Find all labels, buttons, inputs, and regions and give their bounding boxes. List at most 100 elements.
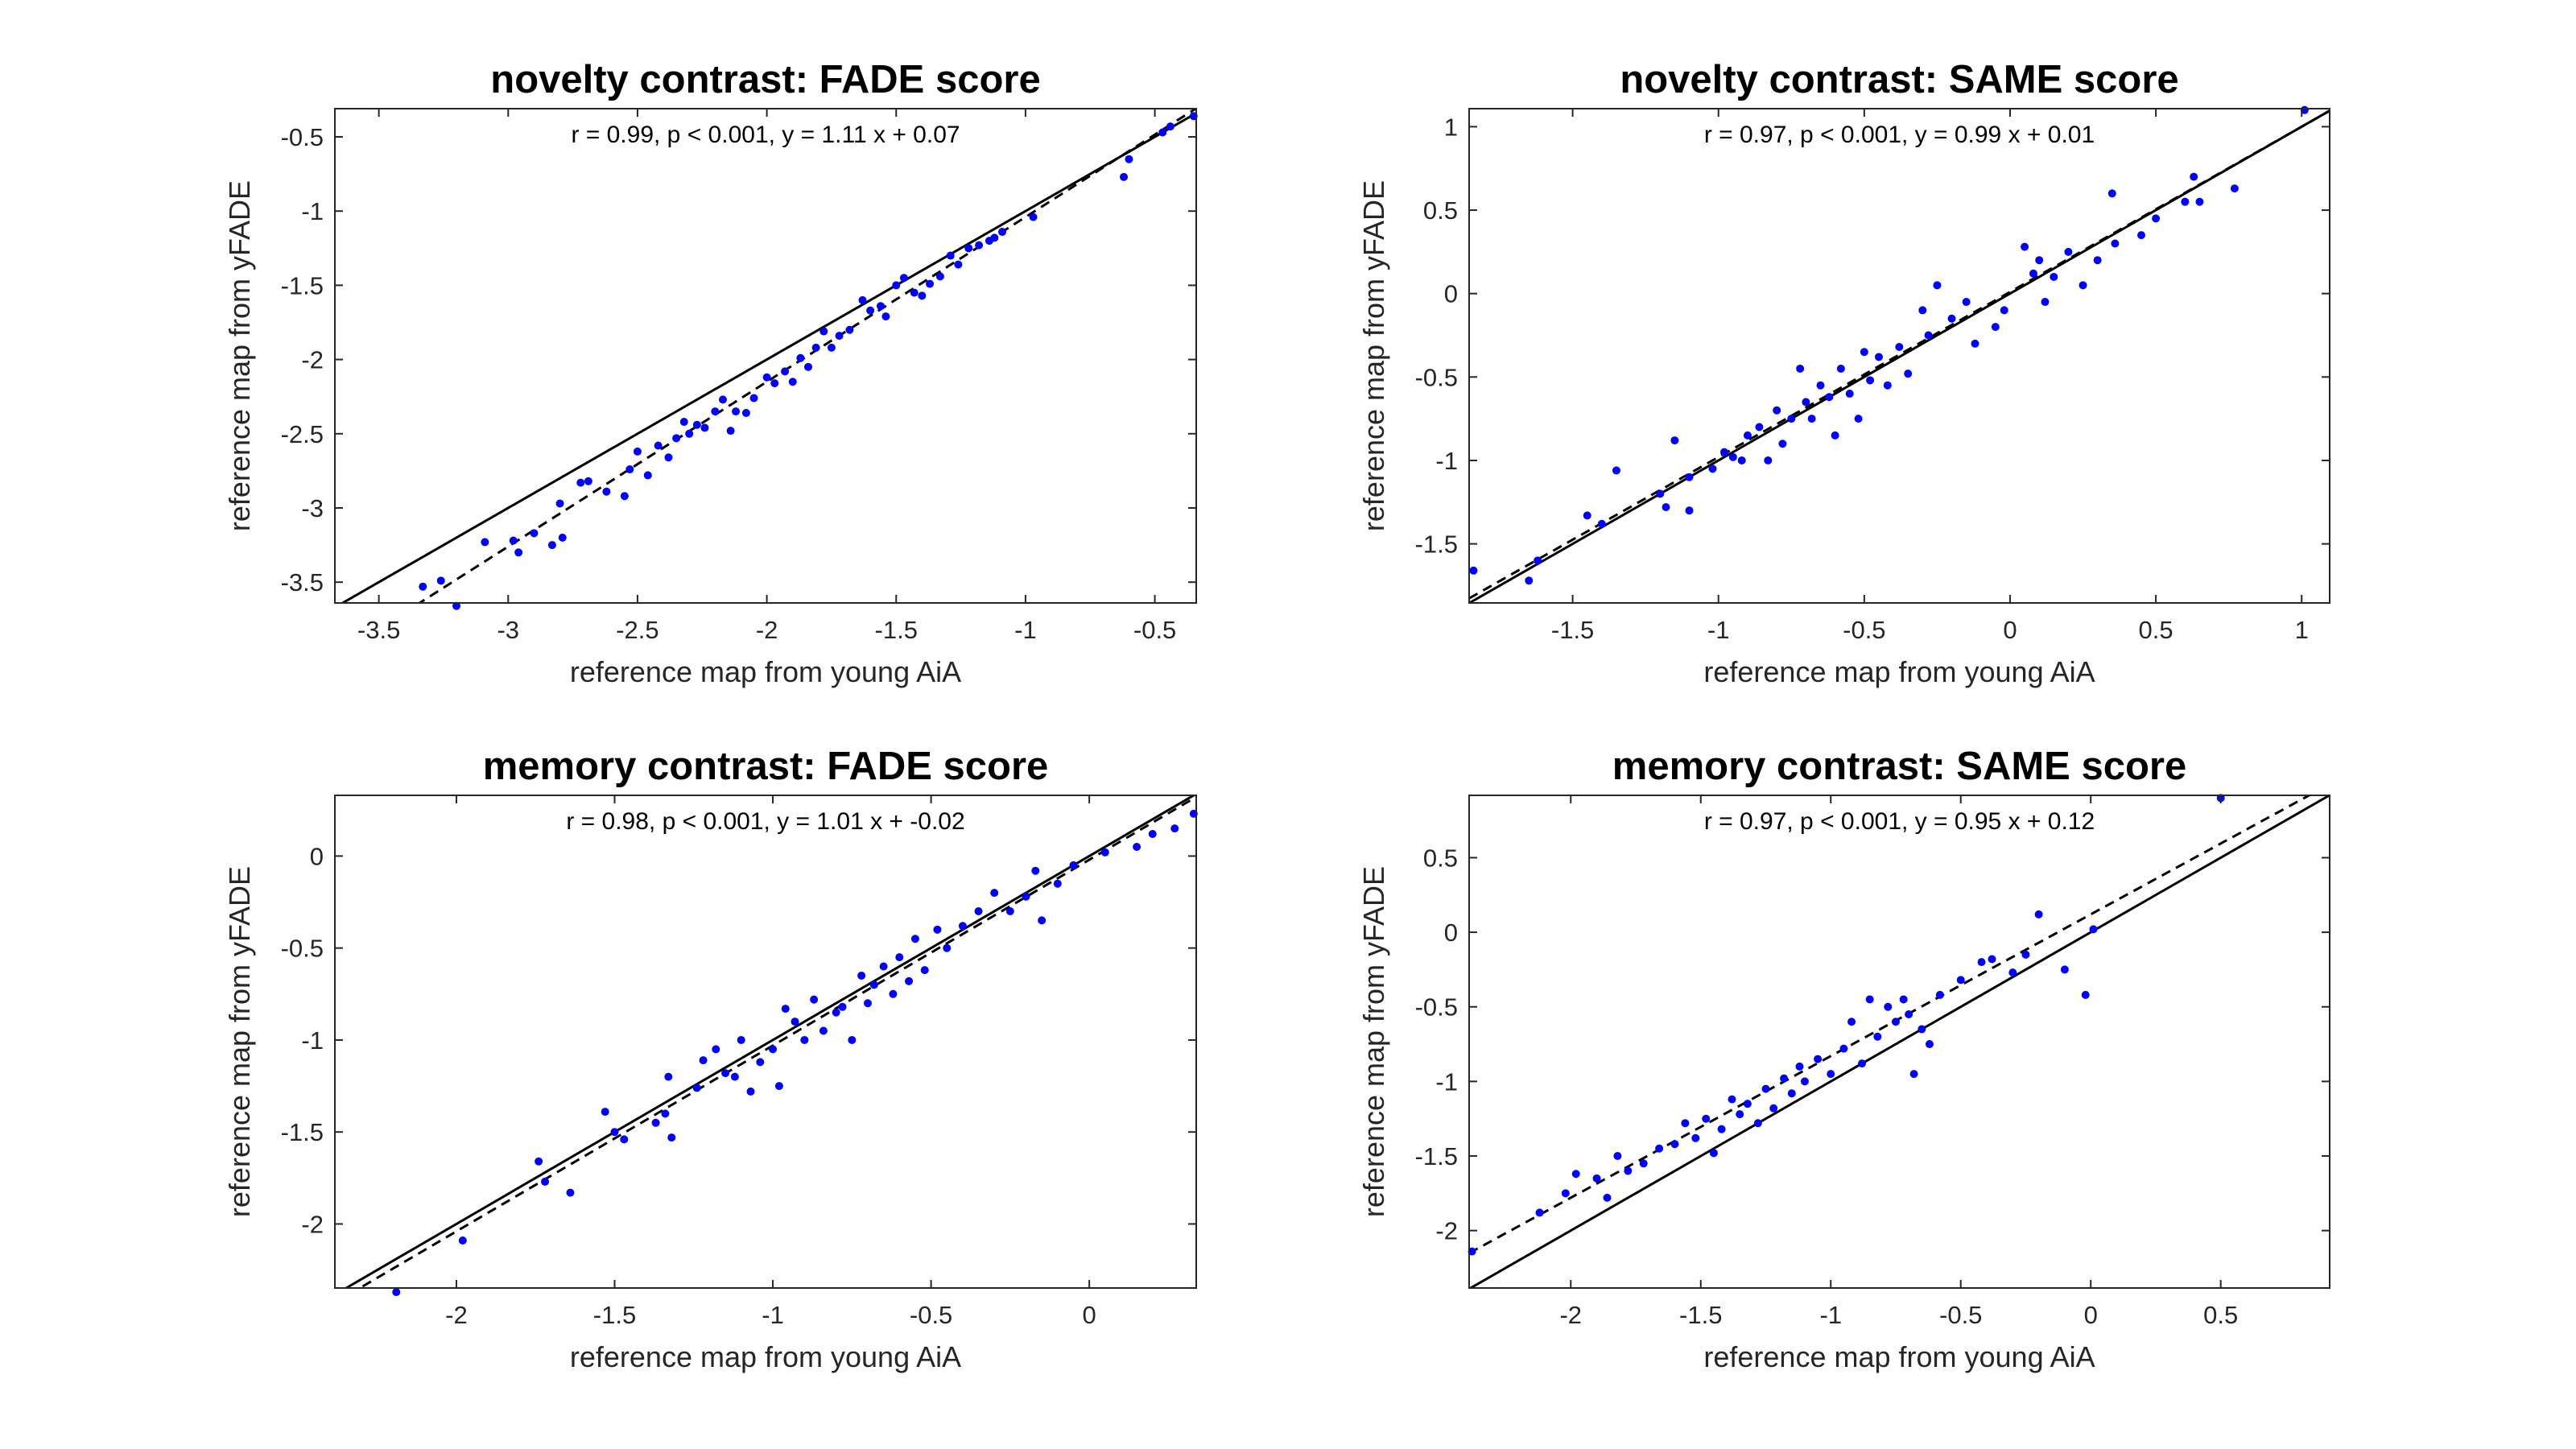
x-tick-label: 1 xyxy=(2295,616,2309,644)
data-point xyxy=(1925,1040,1934,1049)
data-point xyxy=(810,995,819,1004)
data-point xyxy=(664,453,673,462)
y-tick-label: -1 xyxy=(301,197,324,225)
data-point xyxy=(946,251,955,260)
data-point xyxy=(1662,503,1670,512)
data-point xyxy=(741,408,750,417)
x-tick-label: -0.5 xyxy=(910,1301,952,1329)
data-point xyxy=(1583,511,1591,520)
data-point xyxy=(1904,369,1913,378)
data-point xyxy=(1918,1025,1926,1034)
data-point xyxy=(1737,456,1746,464)
data-point xyxy=(2195,197,2204,206)
y-tick-label: 0 xyxy=(1444,280,1458,308)
data-point xyxy=(1816,381,1825,390)
data-point xyxy=(958,922,967,931)
axes-box xyxy=(1468,795,2330,1289)
data-point xyxy=(1988,955,1996,964)
data-point xyxy=(1691,1133,1700,1142)
data-point xyxy=(1854,415,1863,423)
data-point xyxy=(1839,1044,1848,1053)
annotation: r = 0.97, p < 0.001, y = 0.95 x + 0.12 xyxy=(1704,808,2095,835)
data-point xyxy=(869,980,878,989)
data-point xyxy=(1847,1018,1856,1026)
data-point xyxy=(1753,1119,1762,1128)
data-point xyxy=(732,407,741,416)
data-point xyxy=(530,529,539,538)
data-point xyxy=(2060,965,2069,974)
data-point xyxy=(651,1118,660,1127)
x-tick-label: -1.5 xyxy=(875,616,918,644)
x-tick-label: 0 xyxy=(1083,1301,1096,1329)
y-tick-label: -2 xyxy=(301,1210,324,1238)
data-point xyxy=(2041,298,2050,307)
y-tick-label: -0.5 xyxy=(281,935,324,963)
x-tick-label: -0.5 xyxy=(1133,616,1176,644)
data-point xyxy=(1469,566,1478,575)
data-point xyxy=(2181,197,2190,206)
data-point xyxy=(876,302,885,311)
data-point xyxy=(1170,824,1179,833)
data-point xyxy=(857,971,866,980)
data-point xyxy=(863,999,872,1008)
data-point xyxy=(667,1133,676,1142)
y-tick-label: 1 xyxy=(1444,113,1458,141)
data-point xyxy=(1166,122,1174,131)
data-point xyxy=(1708,464,1717,473)
data-point xyxy=(737,1035,745,1044)
data-point xyxy=(1935,990,1944,999)
data-point xyxy=(1884,1002,1893,1011)
data-point xyxy=(838,1002,847,1011)
y-axis-label: reference map from yFADE xyxy=(223,180,256,531)
data-point xyxy=(1100,848,1109,857)
data-point xyxy=(2021,242,2029,251)
data-point xyxy=(1865,995,1874,1004)
data-point xyxy=(1825,393,1834,402)
data-point xyxy=(832,1008,840,1017)
data-point xyxy=(664,1072,673,1081)
data-point xyxy=(1918,306,1927,315)
data-point xyxy=(935,272,944,281)
y-tick-label: -1.5 xyxy=(281,271,324,299)
data-point xyxy=(1624,1166,1633,1175)
data-point xyxy=(1891,1018,1900,1026)
data-point xyxy=(458,1236,467,1245)
data-point xyxy=(566,1188,575,1197)
axes-box xyxy=(334,795,1197,1289)
data-point xyxy=(762,373,771,382)
y-tick-label: 0.5 xyxy=(1423,196,1458,225)
data-point xyxy=(1977,958,1986,967)
data-point xyxy=(1038,916,1046,925)
data-point xyxy=(819,1026,828,1035)
y-tick-label: -2 xyxy=(1435,1217,1458,1245)
data-point xyxy=(1702,1114,1711,1123)
data-point xyxy=(920,966,929,975)
data-point xyxy=(788,378,797,386)
data-point xyxy=(584,477,592,485)
data-point xyxy=(1069,861,1078,869)
y-tick-label: -1 xyxy=(1435,447,1458,475)
data-point xyxy=(827,343,836,352)
x-tick-label: -0.5 xyxy=(1939,1301,1982,1329)
data-point xyxy=(1956,976,1965,985)
data-point xyxy=(2136,231,2145,240)
x-tick-label: -3.5 xyxy=(357,616,400,644)
data-point xyxy=(1857,1059,1866,1068)
data-point xyxy=(1719,448,1728,456)
data-point xyxy=(1874,353,1883,361)
data-point xyxy=(1670,436,1679,445)
data-point xyxy=(943,943,952,952)
data-point xyxy=(692,420,701,429)
data-point xyxy=(2034,910,2043,919)
data-point xyxy=(1592,1174,1601,1183)
data-point xyxy=(2050,272,2058,281)
data-point xyxy=(392,1288,401,1297)
data-point xyxy=(1778,440,1787,448)
data-point xyxy=(1773,406,1781,415)
data-point xyxy=(1827,1070,1835,1079)
identity-line xyxy=(340,112,1196,603)
data-point xyxy=(1148,829,1157,838)
data-point xyxy=(910,288,919,297)
data-point xyxy=(730,1072,739,1081)
x-tick-label: 0.5 xyxy=(2203,1301,2238,1329)
